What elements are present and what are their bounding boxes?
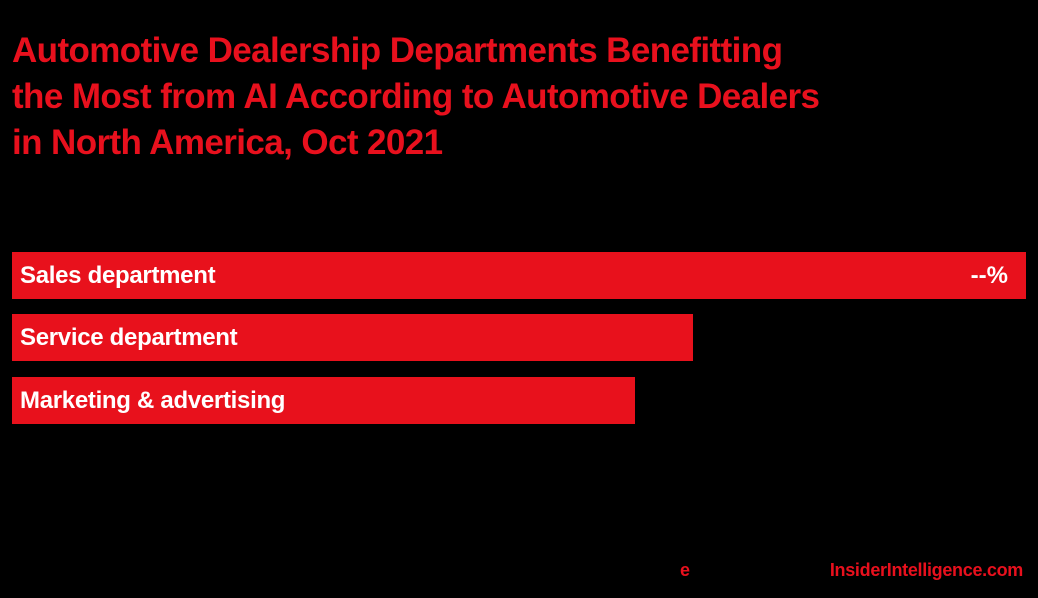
title-line-2: the Most from AI According to Automotive… <box>12 77 820 116</box>
bar-label: Service department <box>20 324 238 351</box>
title-line-1: Automotive Dealership Departments Benefi… <box>12 31 783 70</box>
bar-value: --% <box>970 262 1008 289</box>
bar-sales-department: Sales department --% <box>12 252 1026 299</box>
chart-title: Automotive Dealership Departments Benefi… <box>12 28 1032 166</box>
source-brand: InsiderIntelligence.com <box>829 560 1023 580</box>
bar-service-department: Service department <box>12 314 693 361</box>
bar-label: Sales department <box>20 262 216 289</box>
title-line-3: in North America, Oct 2021 <box>12 123 443 162</box>
emarketer-logo-mark: e <box>680 560 691 580</box>
bar-label: Marketing & advertising <box>20 387 286 414</box>
bar-marketing-advertising: Marketing & advertising <box>12 377 635 424</box>
